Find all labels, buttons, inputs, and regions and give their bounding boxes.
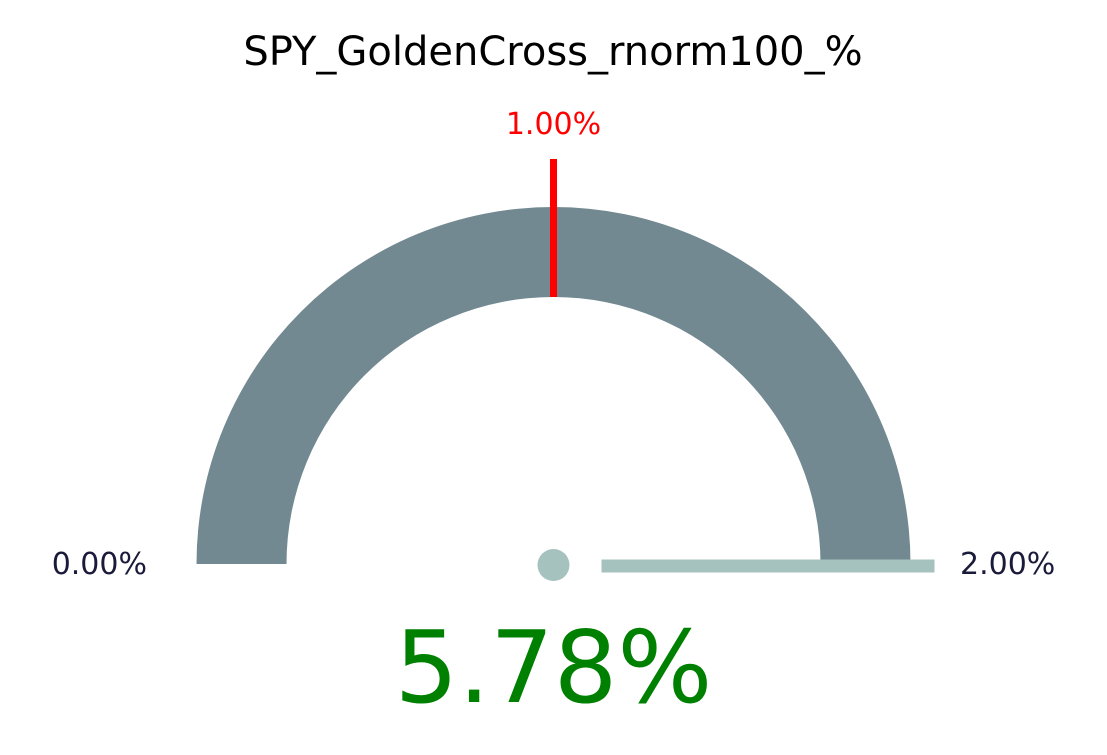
needle-hub: [537, 549, 570, 581]
value-label: 5.78%: [395, 609, 713, 726]
min-label: 0.00%: [52, 547, 147, 582]
max-label: 2.00%: [960, 547, 1055, 582]
gauge-arc: [196, 207, 911, 565]
chart-title: SPY_GoldenCross_rnorm100_%: [243, 29, 862, 75]
target-label: 1.00%: [506, 107, 601, 142]
